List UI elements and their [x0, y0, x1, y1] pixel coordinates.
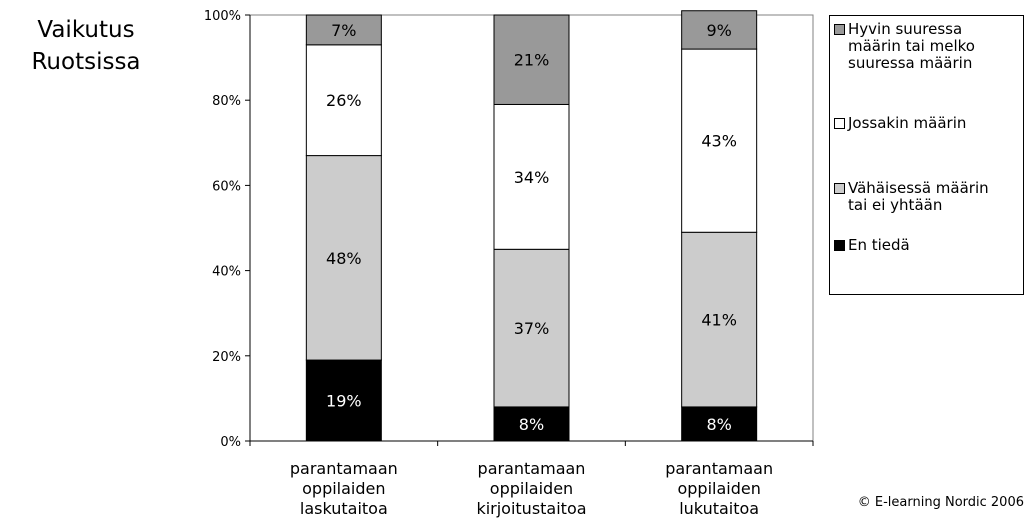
y-tick-label: 0% [220, 435, 241, 450]
legend-swatch-en-tieda [834, 240, 845, 251]
bar-segment [305, 44, 382, 157]
bar-data-label: 21% [514, 51, 550, 70]
chart-side-title: Vaikutus Ruotsissa [0, 14, 172, 78]
x-category-label: lukutaitoa [679, 499, 759, 518]
bar-segment [493, 103, 570, 250]
y-tick-label: 60% [212, 179, 241, 194]
legend-label-hyvin-suuressa: Hyvin suuressa määrin tai melko suuressa… [848, 20, 975, 72]
legend-item-vahaisessa: Vähäisessä määrin tai ei yhtään [834, 180, 1022, 214]
bar-data-label: 41% [701, 311, 737, 330]
bar-segment [681, 406, 758, 442]
bar-data-label: 19% [326, 392, 362, 411]
legend-swatch-hyvin-suuressa [834, 24, 845, 35]
bar-segment [681, 10, 758, 50]
bar-segment [681, 231, 758, 408]
legend-label-en-tieda: En tiedä [848, 236, 910, 254]
bar-data-label: 48% [326, 249, 362, 268]
x-category-label: oppilaiden [490, 479, 573, 498]
x-category-label: oppilaiden [302, 479, 385, 498]
legend-label-vahaisessa: Vähäisessä määrin tai ei yhtään [848, 179, 989, 214]
bar-data-label: 8% [706, 415, 731, 434]
bar-data-label: 34% [514, 168, 550, 187]
legend-label-jossakin: Jossakin määrin [848, 114, 967, 132]
legend-item-hyvin-suuressa: Hyvin suuressa määrin tai melko suuressa… [834, 21, 1022, 72]
x-category-label: oppilaiden [677, 479, 760, 498]
side-title-line-1: Vaikutus [37, 17, 135, 43]
legend-item-en-tieda: En tiedä [834, 237, 1022, 254]
y-tick-label: 20% [212, 350, 241, 365]
legend-swatch-jossakin [834, 118, 845, 129]
x-category-label: kirjoitustaitoa [476, 499, 586, 518]
copyright-notice: © E-learning Nordic 2006 [857, 495, 1024, 510]
bar-data-label: 7% [331, 21, 356, 40]
legend-item-jossakin: Jossakin määrin [834, 115, 1022, 132]
chart-legend: Hyvin suuressa määrin tai melko suuressa… [829, 15, 1024, 295]
x-category-label: parantamaan [290, 459, 398, 478]
y-tick-label: 80% [212, 94, 241, 109]
bar-data-label: 9% [706, 21, 731, 40]
x-category-label: parantamaan [478, 459, 586, 478]
bar-data-label: 43% [701, 132, 737, 151]
y-tick-label: 100% [204, 9, 241, 24]
bar-segment [305, 155, 382, 361]
legend-swatch-vahaisessa [834, 183, 845, 194]
bar-segment [305, 359, 382, 442]
y-tick-label: 40% [212, 265, 241, 280]
bar-data-label: 37% [514, 319, 550, 338]
bar-data-label: 26% [326, 91, 362, 110]
bar-segment [305, 14, 382, 46]
x-category-label: parantamaan [665, 459, 773, 478]
bar-segment [681, 48, 758, 233]
bar-data-label: 8% [519, 415, 544, 434]
side-title-line-2: Ruotsissa [31, 49, 141, 75]
bar-segment [493, 248, 570, 408]
bar-segment [493, 14, 570, 105]
x-category-label: laskutaitoa [300, 499, 388, 518]
